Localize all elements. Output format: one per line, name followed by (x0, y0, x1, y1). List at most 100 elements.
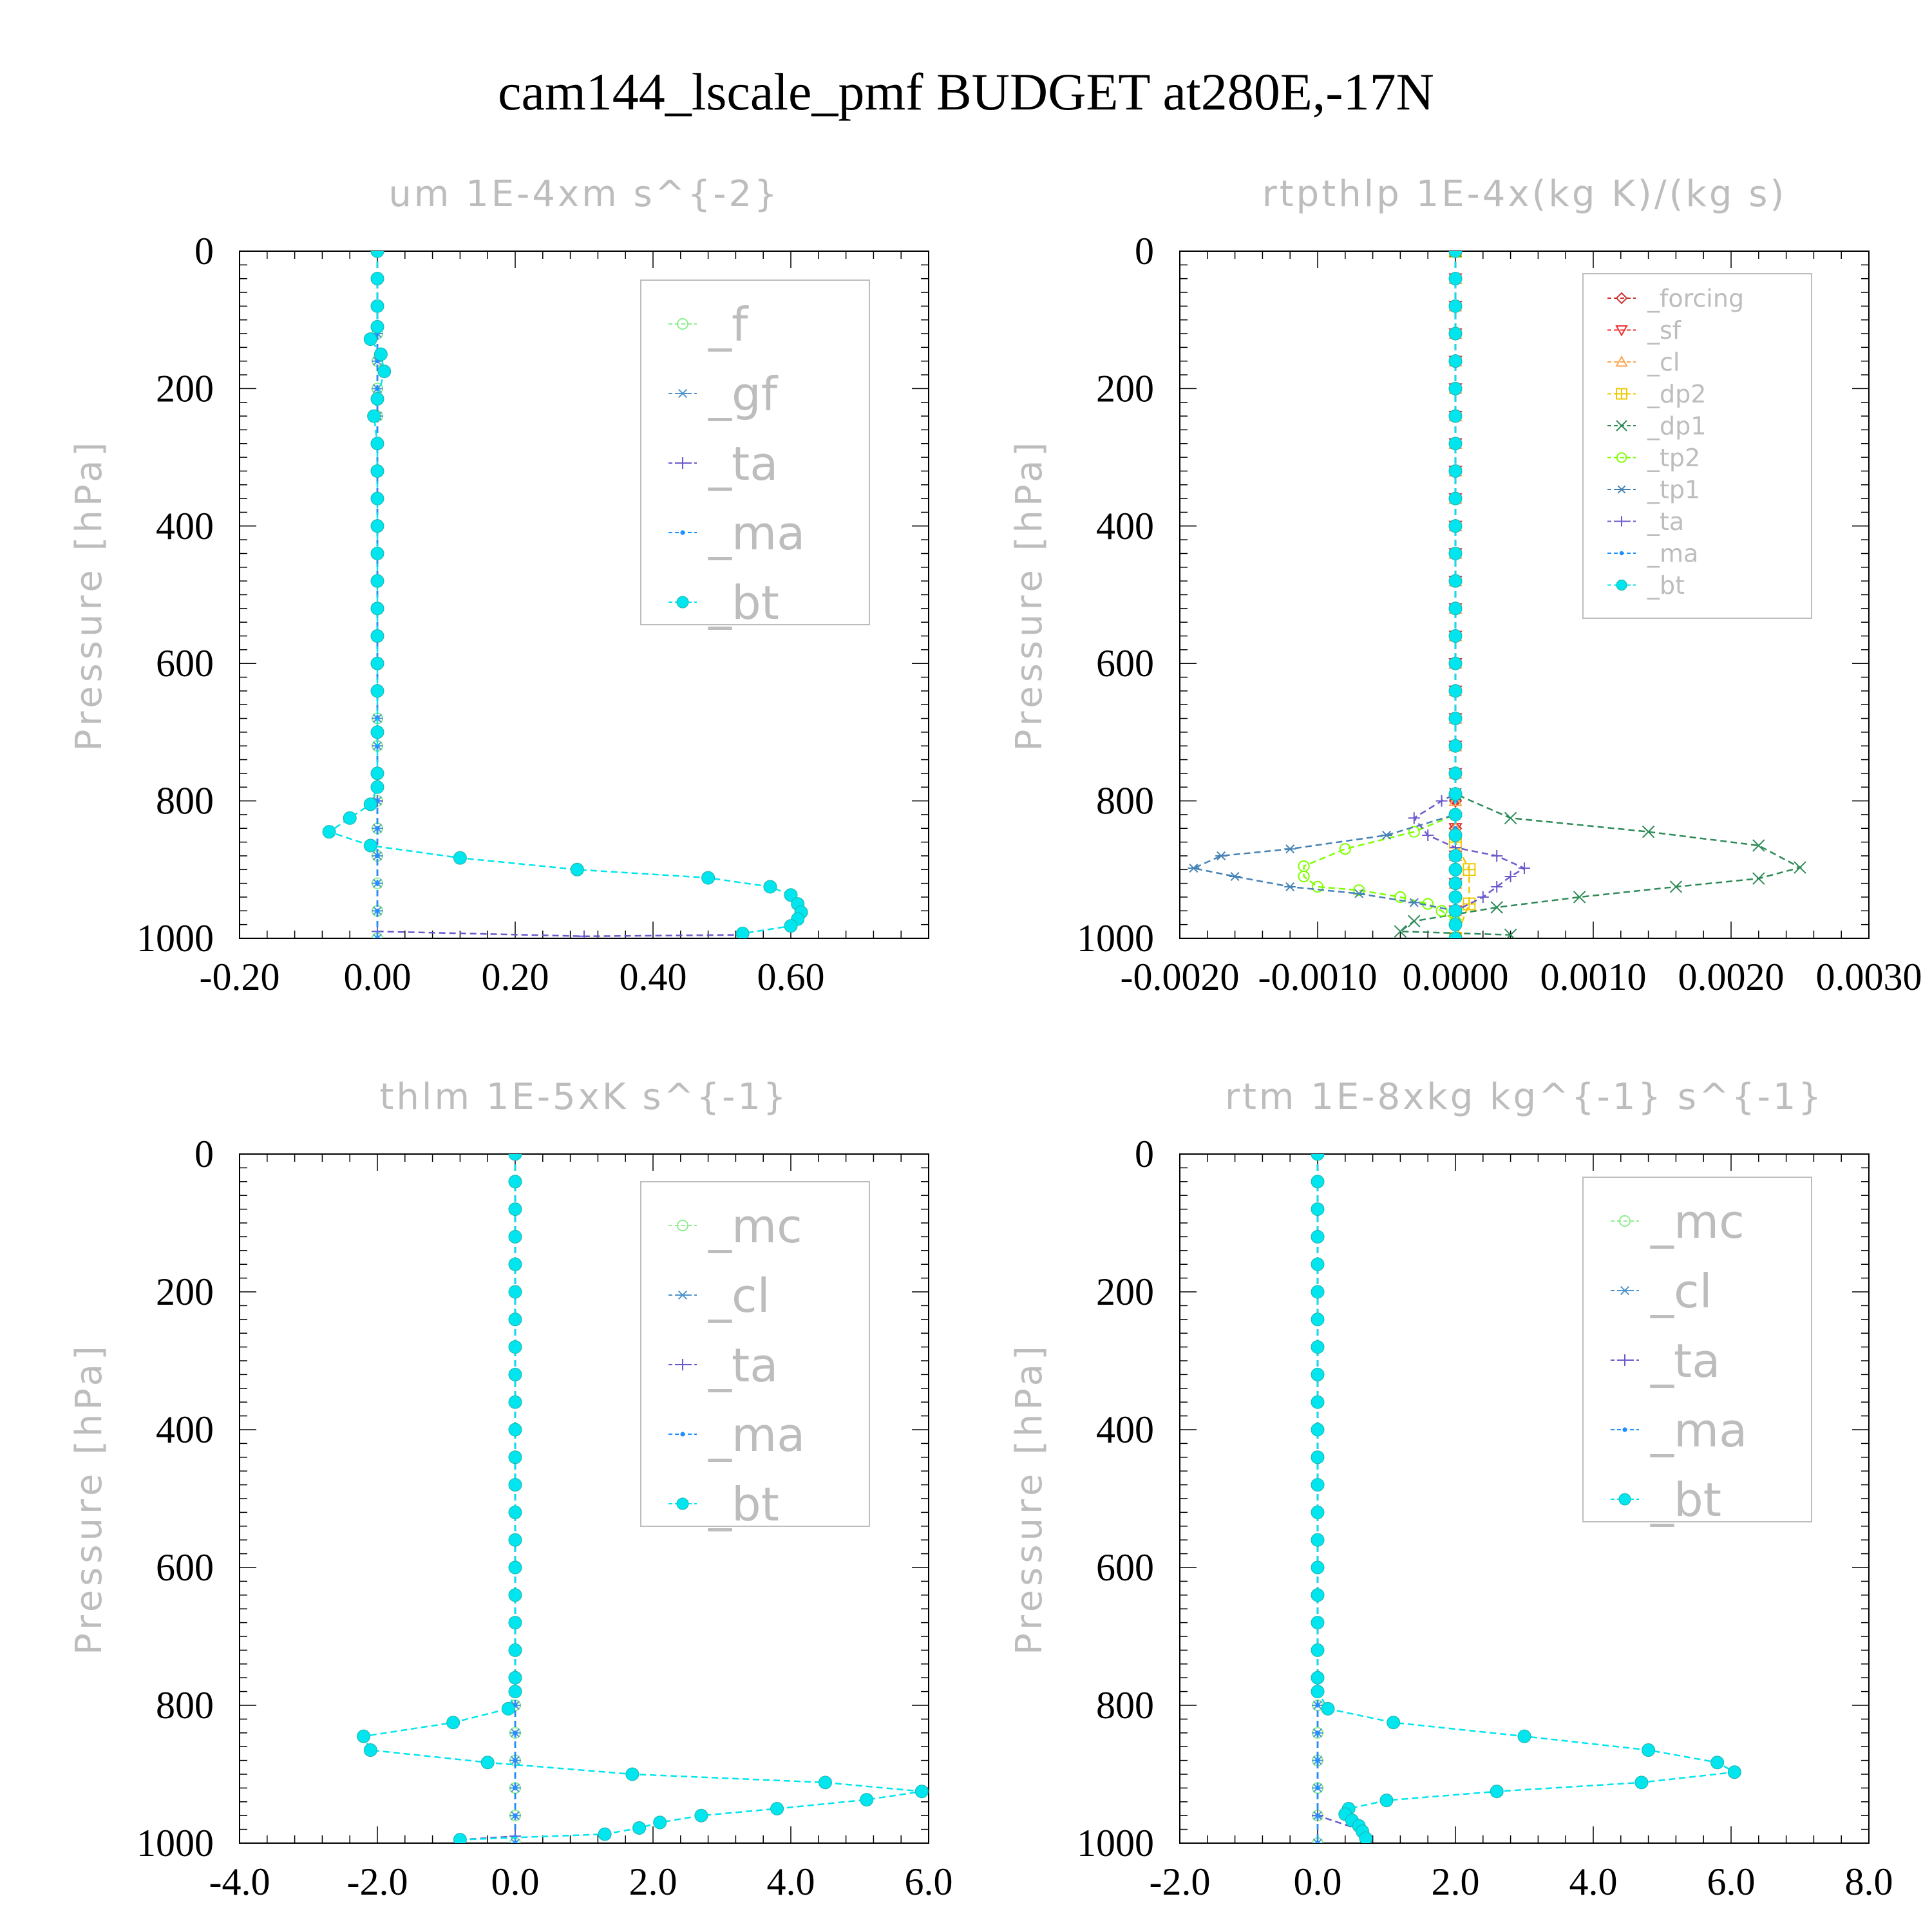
data-point (508, 1257, 522, 1271)
series-line-ta (1316, 1154, 1367, 1841)
data-point (1394, 925, 1407, 938)
data-point (1448, 629, 1463, 643)
legend-label: _tp2 (1647, 444, 1700, 472)
data-point (370, 437, 384, 451)
data-point (363, 1743, 377, 1757)
data-point (357, 1729, 371, 1743)
chart-panel-3: thlm 1E-5xK s^{-1} Pressure [hPa] 0 200 400 6… (68, 1076, 953, 1903)
legend: _mc _cl _ta _ma _bt (1582, 1177, 1812, 1527)
data-point (513, 1841, 518, 1843)
data-point (1642, 825, 1655, 838)
data-point (1448, 904, 1463, 918)
data-point (770, 1802, 784, 1815)
data-point (1448, 464, 1463, 478)
data-point (914, 1785, 929, 1799)
legend-label: _ta (708, 1338, 778, 1392)
data-point (370, 546, 384, 560)
data-point (367, 409, 381, 423)
legend-label: _sf (1647, 316, 1682, 345)
data-point (370, 392, 384, 406)
data-point (513, 1785, 518, 1790)
data-point (1381, 830, 1392, 840)
data-point (1448, 272, 1463, 286)
legend-label: _ma (1647, 540, 1698, 568)
legend-label: _forcing (1647, 285, 1744, 313)
data-point (453, 851, 467, 865)
x-tick-label: 8.0 (1845, 1861, 1893, 1903)
data-point (375, 853, 380, 858)
y-axis-label: Pressure [hPa] (1009, 439, 1050, 752)
data-point (375, 826, 380, 831)
data-point (1448, 684, 1463, 698)
panel-title: um 1E-4xm s^{-2} (388, 173, 779, 215)
data-point (1311, 1616, 1325, 1630)
data-point (598, 1827, 612, 1841)
data-point (508, 1560, 522, 1575)
data-point (509, 1838, 521, 1843)
data-point (1448, 656, 1463, 670)
data-point (1311, 1202, 1325, 1217)
legend-label: _cl (708, 1269, 770, 1323)
series-line-tp2 (1303, 251, 1457, 922)
data-point (1448, 601, 1463, 616)
data-point (1315, 1703, 1320, 1708)
data-point (1311, 1367, 1325, 1381)
data-point (1448, 327, 1463, 341)
y-tick-label: 0 (1135, 230, 1154, 272)
y-tick-label: 800 (1096, 780, 1154, 822)
data-point (784, 888, 798, 902)
data-point (578, 930, 590, 938)
x-tick-label: -2.0 (1150, 1861, 1211, 1903)
data-point (1448, 519, 1463, 533)
legend-label: _dp1 (1647, 412, 1706, 440)
data-point (570, 862, 584, 876)
data-point (1448, 876, 1463, 891)
data-point (1448, 299, 1463, 313)
legend-label: _bt (708, 576, 779, 630)
legend-label: _mc (1650, 1195, 1745, 1249)
data-point (694, 1808, 708, 1823)
data-point (1448, 739, 1463, 753)
data-point (1315, 1758, 1320, 1763)
data-point (1311, 1588, 1325, 1602)
y-tick-label: 0 (1135, 1133, 1154, 1175)
legend: _forcing _sf _cl _dp2 _dp1 _tp2 _tp1 _ta _ma _bt (1582, 273, 1812, 619)
legend-marker (677, 1359, 688, 1370)
legend-box (1582, 273, 1812, 619)
data-point (1311, 1643, 1325, 1657)
data-point (508, 1533, 522, 1547)
data-point (480, 1756, 495, 1770)
data-point (1387, 1716, 1401, 1730)
legend: _f _gf _ta _ma _bt (640, 279, 870, 630)
data-point (1435, 795, 1448, 807)
data-point (1448, 862, 1463, 876)
data-point (1448, 437, 1463, 451)
legend-marker (1616, 516, 1627, 527)
data-point (1315, 1730, 1320, 1736)
y-axis-label: Pressure [hPa] (68, 439, 110, 752)
data-point (374, 347, 388, 361)
data-point (370, 464, 384, 478)
chart-panel-4: rtm 1E-8xkg kg^{-1} s^{-1} Pressure [hPa]… (1009, 1076, 1893, 1903)
legend-label: _gf (708, 367, 779, 421)
y-tick-label: 600 (156, 642, 214, 685)
legend-label: _dp2 (1647, 380, 1706, 408)
data-point (513, 1730, 518, 1736)
data-point (1422, 829, 1434, 841)
data-point (1311, 1560, 1325, 1575)
data-point (513, 1813, 518, 1818)
x-tick-label: 0.0030 (1816, 956, 1922, 998)
data-point (1408, 898, 1420, 907)
legend-label: _bt (1650, 1473, 1721, 1527)
data-point (784, 919, 798, 933)
data-point (1311, 1505, 1325, 1519)
data-point (370, 766, 384, 781)
y-tick-label: 200 (1096, 367, 1154, 410)
legend-marker (1622, 1427, 1627, 1432)
y-tick-label: 400 (1096, 1408, 1154, 1451)
data-point (1311, 1478, 1325, 1492)
legend-marker (677, 457, 688, 469)
data-point (1284, 844, 1296, 854)
data-point (508, 1423, 522, 1437)
